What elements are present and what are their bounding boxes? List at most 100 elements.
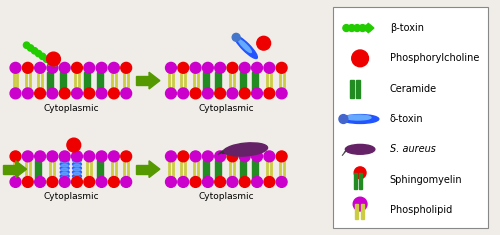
Bar [215,160,218,178]
Circle shape [108,176,120,187]
Ellipse shape [72,162,82,166]
Bar [332,7,488,228]
Bar [256,72,258,90]
Circle shape [227,151,238,162]
Circle shape [364,25,372,31]
Circle shape [252,63,262,73]
Text: Cytoplasmic: Cytoplasmic [198,192,254,201]
Circle shape [276,151,287,162]
Circle shape [202,151,213,162]
Circle shape [202,88,213,99]
Circle shape [72,88,83,99]
Circle shape [96,63,107,73]
Bar [51,72,54,90]
Bar [240,160,242,178]
Bar [136,165,149,174]
Ellipse shape [61,176,68,179]
Circle shape [348,25,355,31]
Circle shape [190,63,201,73]
Circle shape [276,176,287,187]
Bar [218,72,221,90]
Circle shape [10,88,21,99]
Bar [240,72,242,90]
Ellipse shape [61,164,68,167]
Bar [206,160,209,178]
Ellipse shape [60,174,69,178]
Circle shape [240,176,250,187]
Circle shape [343,25,350,31]
Circle shape [34,151,46,162]
Bar [354,173,357,188]
Circle shape [47,63,58,73]
Circle shape [96,88,107,99]
Circle shape [84,63,94,73]
Ellipse shape [74,161,80,163]
Circle shape [214,176,226,187]
Polygon shape [149,161,160,177]
Circle shape [24,42,30,48]
Circle shape [339,115,348,123]
Circle shape [84,176,94,187]
Circle shape [166,151,176,162]
Bar [252,160,254,178]
Ellipse shape [72,174,82,178]
Ellipse shape [74,168,80,171]
Circle shape [264,63,275,73]
Circle shape [190,151,201,162]
Circle shape [166,88,176,99]
Circle shape [46,52,60,66]
Bar [100,72,102,90]
Circle shape [72,63,83,73]
Circle shape [22,151,33,162]
Text: Phosphorylcholine: Phosphorylcholine [390,53,479,63]
Circle shape [47,176,58,187]
Circle shape [108,151,120,162]
Circle shape [22,63,33,73]
Circle shape [227,88,238,99]
Bar [96,160,99,178]
Bar [136,76,149,85]
Bar [35,160,37,178]
Ellipse shape [60,162,69,166]
Text: Phospholipid: Phospholipid [390,205,452,215]
Circle shape [214,63,226,73]
Text: Ceramide: Ceramide [390,84,437,94]
Text: Sphingomyelin: Sphingomyelin [390,175,462,185]
Circle shape [34,63,46,73]
Text: β-toxin: β-toxin [390,23,424,33]
Circle shape [40,53,46,59]
Polygon shape [48,59,56,66]
Bar [84,72,87,90]
Circle shape [214,151,226,162]
Circle shape [60,88,70,99]
Bar [356,80,360,98]
Ellipse shape [72,158,82,162]
Bar [203,72,205,90]
Circle shape [227,63,238,73]
Text: Cytoplasmic: Cytoplasmic [43,192,98,201]
Text: S. aureus: S. aureus [390,144,436,154]
Bar [48,72,50,90]
Ellipse shape [238,39,252,53]
Circle shape [10,151,21,162]
Bar [63,72,66,90]
Circle shape [354,25,360,31]
Bar [60,72,62,90]
Circle shape [276,63,287,73]
Bar [355,204,358,219]
Bar [256,160,258,178]
Ellipse shape [74,172,80,175]
Circle shape [202,176,213,187]
Bar [350,80,354,98]
Circle shape [44,56,50,62]
Ellipse shape [224,143,268,156]
Circle shape [227,176,238,187]
Ellipse shape [74,164,80,167]
Circle shape [22,176,33,187]
Ellipse shape [60,158,69,162]
Polygon shape [149,72,160,89]
Ellipse shape [60,166,69,170]
Polygon shape [16,161,26,177]
Bar [203,160,205,178]
Bar [206,72,209,90]
